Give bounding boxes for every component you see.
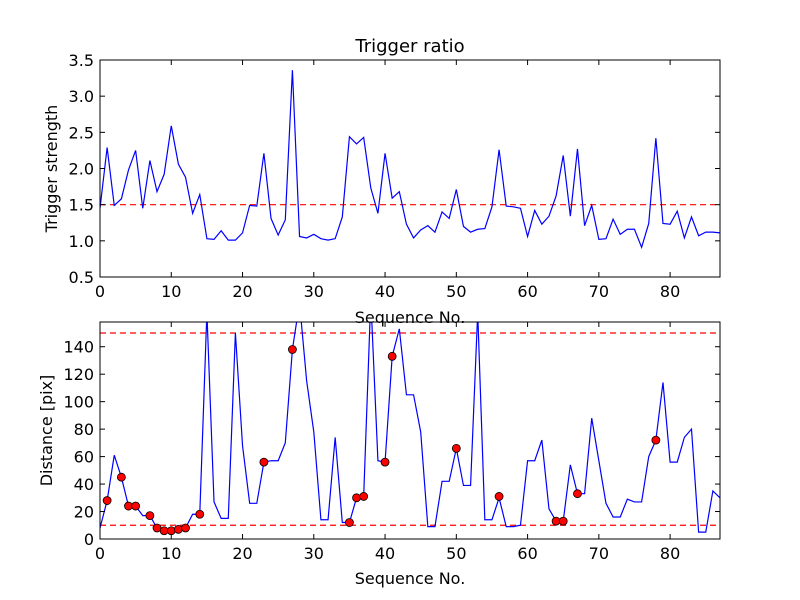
trigger-x-tick-label: 60 — [517, 282, 537, 301]
trigger-ratio-panel: 0 10 20 30 40 50 60 70 80 0.51.01.52.02.53.03.5 … — [42, 36, 721, 327]
distance-marker-point — [195, 509, 205, 519]
distance-marker-point — [145, 511, 155, 521]
distance-marker-point — [651, 435, 661, 445]
trigger-y-tick-label: 0.5 — [69, 268, 94, 287]
trigger-x-tick-label: 70 — [589, 282, 609, 301]
trigger-x-tick-label: 0 — [95, 282, 105, 301]
distance-x-tick-label: 60 — [517, 544, 537, 563]
distance-y-tick-label: 80 — [74, 420, 94, 439]
distance-marker-point — [387, 351, 397, 361]
trigger-y-tick-label: 3.0 — [69, 87, 94, 106]
distance-x-tick-label: 80 — [660, 544, 680, 563]
distance-panel: 0 10 20 30 40 50 60 70 80 0 20 40 60 80 100 120 140 Seq… — [37, 321, 721, 588]
distance-x-tick-label: 0 — [95, 544, 105, 563]
distance-plot-area — [100, 322, 720, 533]
distance-axes-frame — [99, 321, 721, 540]
distance-marker-point — [558, 516, 568, 526]
distance-marker-point — [181, 523, 190, 533]
trigger-x-tick-label: 50 — [446, 282, 466, 301]
distance-series-line-0 — [100, 322, 720, 533]
trigger-x-ticks: 0 10 20 30 40 50 60 70 80 — [95, 60, 680, 301]
trigger-x-tick-label: 80 — [660, 282, 680, 301]
distance-marker-point — [359, 492, 369, 501]
distance-marker-point — [352, 493, 361, 503]
distance-x-axis-label: Sequence No. — [355, 569, 466, 588]
distance-y-tick-label: 100 — [63, 393, 94, 412]
distance-marker-point — [259, 457, 269, 467]
distance-x-tick-label: 50 — [446, 544, 466, 563]
distance-marker-point — [116, 472, 126, 482]
trigger-plot-area — [100, 70, 720, 250]
distance-x-ticks: 0 10 20 30 40 50 60 70 80 — [95, 322, 680, 563]
trigger-y-tick-label: 3.5 — [69, 51, 94, 70]
distance-markers — [102, 345, 661, 536]
distance-marker-point — [573, 489, 582, 499]
distance-marker-point — [166, 526, 176, 536]
distance-marker-point — [102, 496, 112, 505]
trigger-x-axis-label: Sequence No. — [355, 308, 466, 327]
distance-x-tick-label: 30 — [304, 544, 324, 563]
distance-marker-point — [173, 524, 183, 534]
trigger-y-axis-label: Trigger strength — [42, 105, 61, 234]
distance-marker-point — [494, 492, 504, 501]
trigger-x-tick-label: 10 — [161, 282, 181, 301]
distance-y-tick-label: 140 — [63, 338, 94, 357]
distance-y-tick-label: 40 — [74, 475, 94, 494]
distance-y-tick-label: 60 — [74, 448, 94, 467]
distance-x-tick-label: 20 — [232, 544, 252, 563]
trigger-x-tick-label: 40 — [375, 282, 395, 301]
distance-y-tick-label: 120 — [63, 365, 94, 384]
distance-marker-point — [288, 345, 297, 354]
trigger-series-line-0 — [100, 70, 720, 250]
distance-x-tick-label: 40 — [375, 544, 395, 563]
distance-y-tick-label: 0 — [84, 530, 94, 549]
trigger-x-tick-label: 30 — [304, 282, 324, 301]
distance-marker-point — [451, 443, 461, 453]
distance-marker-point — [380, 457, 390, 467]
trigger-y-tick-label: 1.0 — [69, 232, 94, 251]
trigger-y-tick-label: 2.0 — [69, 160, 94, 179]
distance-marker-point — [345, 518, 354, 527]
distance-x-tick-label: 70 — [589, 544, 609, 563]
distance-y-axis-label: Distance [pix] — [37, 375, 56, 487]
distance-x-tick-label: 10 — [161, 544, 181, 563]
distance-marker-point — [131, 501, 141, 511]
trigger-y-tick-label: 2.5 — [69, 123, 94, 142]
distance-y-ticks: 0 20 40 60 80 100 120 140 — [63, 338, 720, 549]
distance-y-tick-label: 20 — [74, 503, 94, 522]
trigger-chart-title: Trigger ratio — [354, 36, 464, 57]
trigger-y-ticks: 0.5 1.0 1.5 2.0 2.5 3.0 3.5 — [69, 51, 720, 287]
trigger-y-tick-label: 1.5 — [69, 196, 94, 215]
trigger-x-tick-label: 20 — [232, 282, 252, 301]
